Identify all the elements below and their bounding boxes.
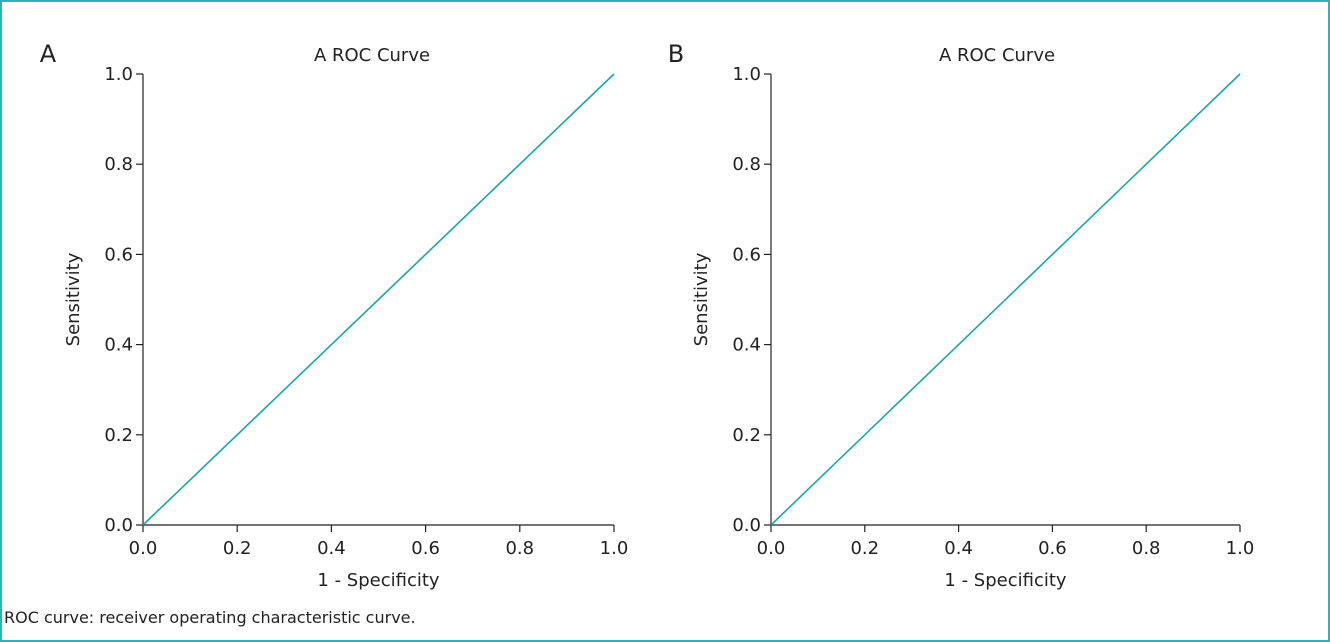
x-tick-label: 0.2 [850, 538, 879, 559]
x-tick-label: 0.2 [223, 538, 252, 559]
y-tick-label: 0.0 [104, 515, 133, 536]
y-tick-label: 0.0 [732, 515, 761, 536]
y-tick-label: 0.6 [732, 244, 761, 265]
x-axis-label: 1 - Specificity [944, 570, 1067, 591]
figure-caption: ROC curve: receiver operating characteri… [4, 608, 416, 627]
y-tick-label: 0.2 [732, 425, 761, 446]
y-tick-label: 0.4 [104, 335, 133, 356]
panel-a: A A ROC Curve 0.0 0.2 0.4 0.6 0.8 1.0 0.0 0.2 0.4 0… [40, 40, 629, 591]
roc-figure: A A ROC Curve 0.0 0.2 0.4 0.6 0.8 1.0 0.0 0.2 0.4 0… [40, 40, 1255, 591]
x-tick-label: 0.8 [1132, 538, 1161, 559]
y-tick-label: 0.2 [104, 425, 133, 446]
x-tick-label: 0.0 [757, 538, 786, 559]
x-tick-label: 1.0 [1226, 538, 1255, 559]
panel-label: B [668, 40, 684, 68]
x-tick-label: 0.4 [944, 538, 973, 559]
y-axis-label: Sensitivity [63, 252, 84, 346]
roc-curve-line [770, 73, 1241, 526]
y-axis-label: Sensitivity [691, 252, 712, 346]
x-tick-label: 0.6 [1038, 538, 1067, 559]
y-tick-label: 0.4 [732, 335, 761, 356]
y-tick-label: 0.6 [104, 244, 133, 265]
x-tick-label: 1.0 [600, 538, 629, 559]
x-axis-label: 1 - Specificity [317, 570, 440, 591]
y-tick-label: 1.0 [104, 64, 133, 85]
x-tick-label: 0.0 [129, 538, 158, 559]
chart-title: A ROC Curve [314, 45, 430, 66]
y-tick-label: 0.8 [104, 154, 133, 175]
x-tick-label: 0.8 [505, 538, 534, 559]
panel-label: A [40, 40, 57, 68]
y-tick-label: 0.8 [732, 154, 761, 175]
chart-title: A ROC Curve [939, 45, 1055, 66]
x-tick-label: 0.4 [317, 538, 346, 559]
x-tick-label: 0.6 [411, 538, 440, 559]
roc-curve-line [142, 73, 615, 526]
y-tick-label: 1.0 [732, 64, 761, 85]
panel-b: B A ROC Curve 0.0 0.2 0.4 0.6 0.8 1.0 0.0 0.2 0.4 0… [668, 40, 1255, 591]
